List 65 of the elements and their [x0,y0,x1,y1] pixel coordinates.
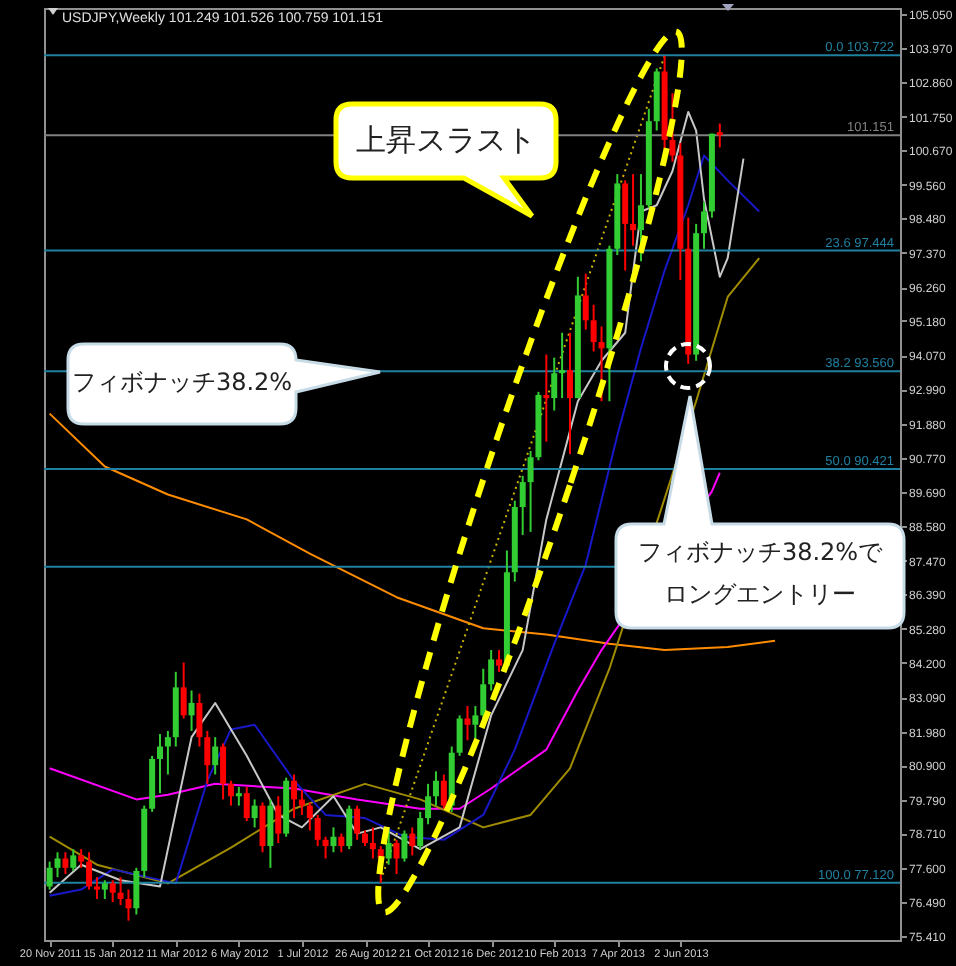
candlestick [338,832,345,854]
candlestick [480,667,487,723]
candlestick [456,714,463,757]
candlestick [212,736,219,776]
candlestick [559,331,566,400]
candlestick [716,122,723,149]
annotation: 上昇スラスト [354,119,538,162]
candlestick [101,879,108,900]
candlestick [291,773,298,820]
candlestick [393,838,400,876]
candlestick [472,705,479,742]
candlestick [566,331,573,456]
candlestick [330,826,337,854]
candlestick [298,789,305,816]
candlestick [346,804,353,851]
candlestick [70,848,77,872]
candlestick [86,851,93,891]
candlestick [243,785,250,823]
candlestick [93,876,100,900]
candlestick [188,689,195,732]
candlestick [180,661,187,720]
candlestick [630,173,637,247]
candlestick [369,826,376,860]
candlestick [519,474,526,536]
candlestick [401,829,408,863]
candlestick [227,779,234,807]
candlestick [62,851,69,876]
candlestick [440,773,447,810]
candlestick [46,860,53,891]
candlestick [251,798,258,829]
candlestick [582,272,589,331]
candlestick [78,848,85,869]
candlestick [109,879,116,904]
candlestick [637,173,644,263]
candlestick [551,356,558,412]
candlestick [425,782,432,826]
candlestick [354,804,361,841]
candlestick [314,813,321,848]
candlestick [275,795,282,844]
candlestick [432,770,439,807]
candlestick [464,705,471,742]
annotation: フィボナッチ38.2% [69,366,295,401]
candlestick [590,303,597,353]
candlestick [220,742,227,801]
candlestick [701,201,708,250]
candlestick [488,649,495,692]
candlestick [496,649,503,673]
candlestick [267,798,274,869]
candlestick [204,729,211,785]
candlestick [417,810,424,851]
candlestick [543,353,550,443]
candlestick [164,729,171,776]
candlestick [157,733,164,795]
candlestick [322,835,329,860]
candlestick [196,692,203,748]
candlestick [409,826,416,857]
candlestick [235,785,242,807]
candlestick [259,801,266,854]
annotation: ロングエントリー [662,578,858,613]
candlestick [622,179,629,272]
candlestick [54,851,61,879]
candlestick [133,866,140,916]
candlestick [306,801,313,832]
candlestick [385,826,392,866]
annotation: フィボナッチ38.2%で [635,536,885,571]
